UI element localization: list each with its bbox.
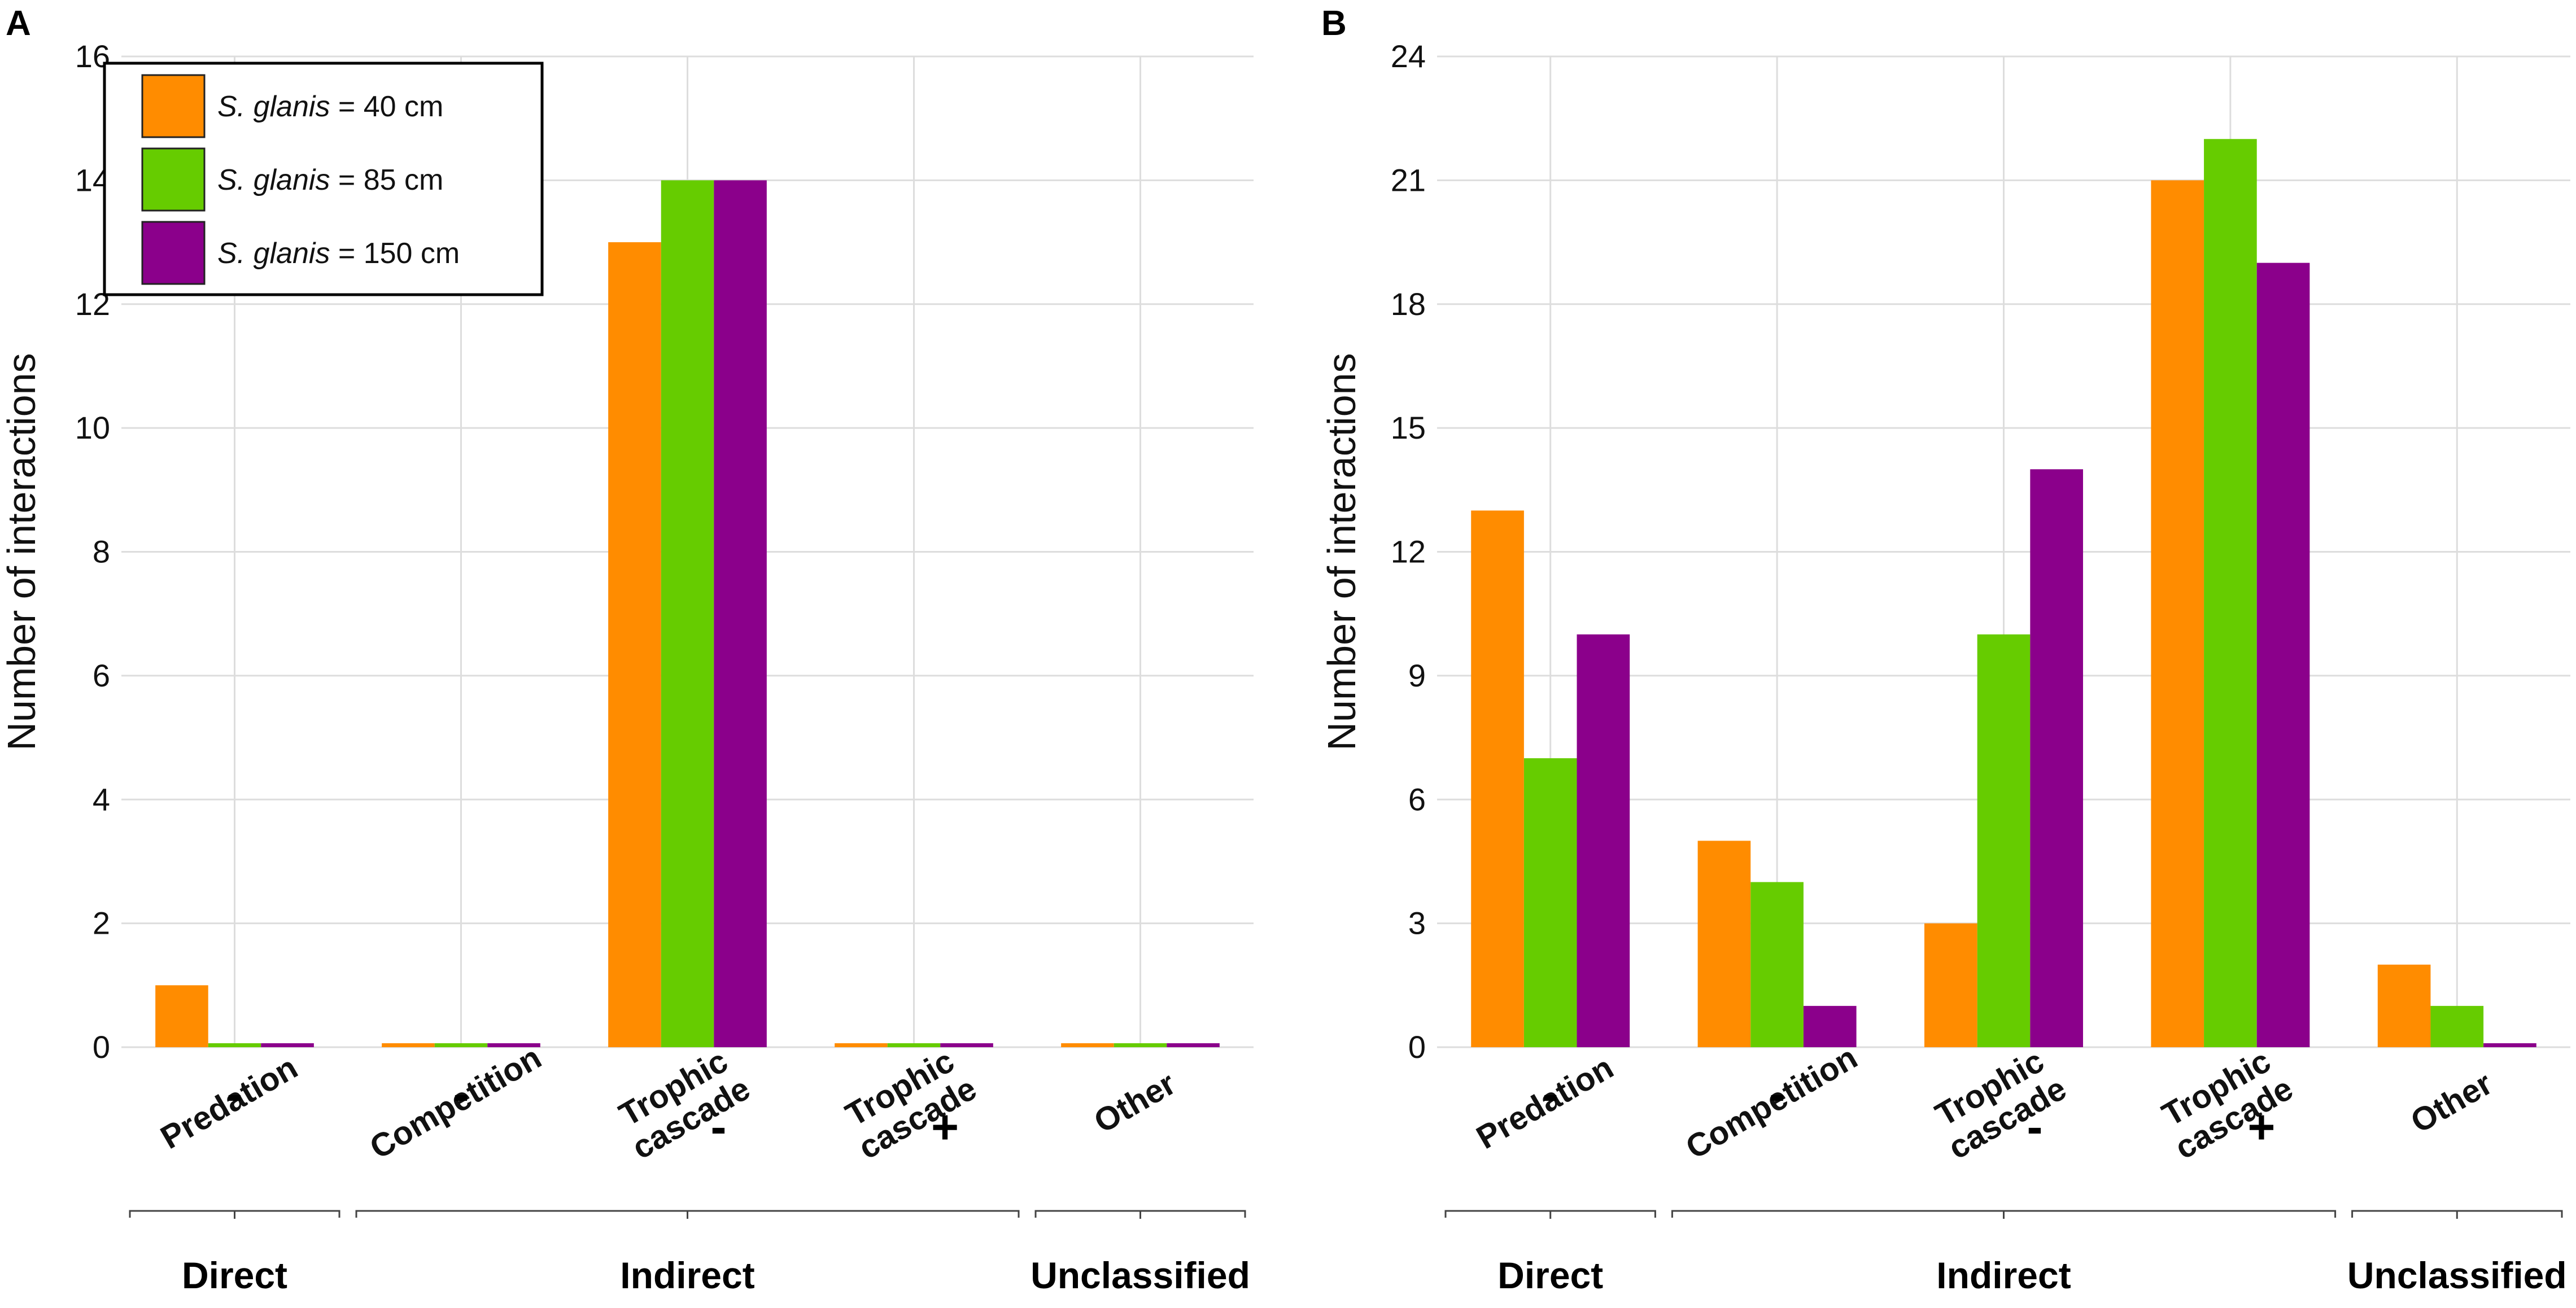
bar-s40 [1924, 923, 1977, 1047]
x-tick-label-line: Other [1088, 1065, 1182, 1140]
group-label: Unclassified [2347, 1254, 2567, 1296]
bar-s40 [2377, 964, 2431, 1047]
x-tick-label: Other [1088, 1065, 1182, 1140]
bar-s85 [1523, 758, 1577, 1047]
interaction-sign: - [1543, 1068, 1558, 1121]
legend-species: S. glanis [217, 164, 330, 196]
bar-s40 [608, 242, 661, 1047]
legend: S. glanis = 40 cmS. glanis = 85 cmS. gla… [103, 62, 544, 296]
y-tick-label: 0 [1408, 1029, 1426, 1065]
panel-letter: A [6, 4, 31, 43]
bar-s40 [1061, 1043, 1114, 1047]
x-tick-label: Other [2404, 1065, 2498, 1140]
bar-s150 [940, 1043, 993, 1047]
bar-s40 [1471, 510, 1524, 1047]
x-tick-label: Trophiccascade [2151, 1040, 2299, 1166]
group-label: Unclassified [1031, 1254, 1250, 1296]
interaction-sign: - [227, 1068, 243, 1121]
legend-species: S. glanis [217, 237, 330, 270]
group-label: Direct [1497, 1254, 1603, 1296]
y-tick-label: 8 [93, 534, 110, 570]
y-tick-label: 12 [1391, 534, 1426, 570]
bar-s150 [1803, 1005, 1857, 1047]
bar-s85 [661, 180, 714, 1047]
bar-s40 [155, 985, 208, 1047]
x-tick-label: Trophiccascade [1924, 1040, 2072, 1166]
interaction-sign: - [711, 1100, 727, 1153]
bar-s150 [261, 1043, 314, 1047]
bar-s40 [382, 1043, 435, 1047]
group-label: Indirect [1936, 1254, 2071, 1296]
legend-label: S. glanis = 85 cm [217, 164, 443, 196]
group-label: Indirect [620, 1254, 754, 1296]
interaction-sign: - [2027, 1100, 2043, 1153]
legend-size: = 150 cm [330, 237, 460, 270]
x-tick-label: Trophiccascade [835, 1040, 983, 1166]
legend-swatch-s150 [141, 221, 206, 285]
bar-s150 [2483, 1043, 2536, 1047]
interaction-sign: + [2247, 1100, 2275, 1153]
bar-s85 [2430, 1005, 2484, 1047]
interaction-sign: + [931, 1100, 959, 1153]
x-tick-label-line: Other [2404, 1065, 2498, 1140]
panel-letter: B [1321, 4, 1347, 43]
bar-s85 [1977, 634, 2031, 1047]
bar-s150 [487, 1043, 540, 1047]
interaction-sign: - [1769, 1068, 1785, 1121]
y-tick-label: 6 [93, 658, 110, 693]
y-tick-label: 6 [1408, 781, 1426, 817]
x-tick-label: Trophiccascade [608, 1040, 756, 1166]
y-tick-label: 3 [1408, 905, 1426, 941]
bar-s85 [2204, 139, 2257, 1047]
y-tick-label: 4 [93, 781, 110, 817]
y-axis-label: Number of interactions [0, 353, 43, 750]
bar-s85 [208, 1043, 261, 1047]
group-label: Direct [182, 1254, 287, 1296]
bar-s150 [1167, 1043, 1220, 1047]
y-tick-label: 0 [93, 1029, 110, 1065]
y-tick-label: 18 [1391, 286, 1426, 322]
bar-s85 [1114, 1043, 1167, 1047]
y-axis-label: Number of interactions [1320, 353, 1364, 750]
bar-s40 [2151, 180, 2204, 1047]
legend-label: S. glanis = 150 cm [217, 237, 460, 270]
bar-s85 [887, 1043, 941, 1047]
bar-s150 [2030, 469, 2083, 1047]
legend-species: S. glanis [217, 90, 330, 123]
y-tick-label: 10 [75, 410, 110, 445]
y-tick-label: 2 [93, 905, 110, 941]
legend-label: S. glanis = 40 cm [217, 90, 443, 123]
legend-swatch-s85 [141, 147, 206, 212]
bar-s150 [1577, 634, 1630, 1047]
bar-s85 [1750, 882, 1804, 1047]
y-tick-label: 24 [1391, 38, 1426, 74]
legend-size: = 40 cm [330, 90, 443, 123]
bar-s85 [434, 1043, 488, 1047]
interaction-sign: - [453, 1068, 469, 1121]
legend-swatch-s40 [141, 74, 206, 138]
bar-s40 [1697, 841, 1751, 1047]
legend-size: = 85 cm [330, 164, 443, 196]
y-tick-label: 9 [1408, 658, 1426, 693]
y-tick-label: 21 [1391, 162, 1426, 198]
bar-s150 [714, 180, 767, 1047]
bar-s40 [835, 1043, 888, 1047]
y-tick-label: 15 [1391, 410, 1426, 445]
bar-s150 [2256, 263, 2310, 1047]
